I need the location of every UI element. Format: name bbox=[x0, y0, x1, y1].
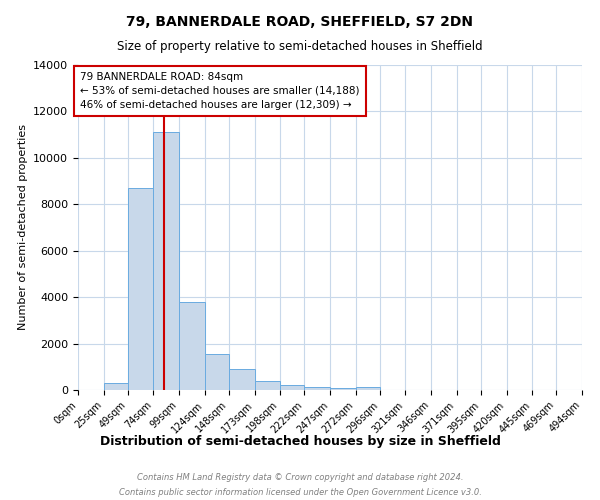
Bar bbox=[254, 380, 280, 390]
Bar bbox=[304, 387, 330, 390]
Y-axis label: Number of semi-detached properties: Number of semi-detached properties bbox=[17, 124, 28, 330]
Bar bbox=[229, 369, 254, 390]
Bar bbox=[128, 188, 154, 390]
Bar bbox=[154, 132, 179, 390]
Text: Contains public sector information licensed under the Open Government Licence v3: Contains public sector information licen… bbox=[119, 488, 481, 497]
Bar bbox=[356, 387, 380, 390]
Bar bbox=[330, 388, 356, 390]
Text: 79 BANNERDALE ROAD: 84sqm
← 53% of semi-detached houses are smaller (14,188)
46%: 79 BANNERDALE ROAD: 84sqm ← 53% of semi-… bbox=[80, 72, 359, 110]
Bar bbox=[280, 386, 304, 390]
Text: Size of property relative to semi-detached houses in Sheffield: Size of property relative to semi-detach… bbox=[117, 40, 483, 53]
Text: Contains HM Land Registry data © Crown copyright and database right 2024.: Contains HM Land Registry data © Crown c… bbox=[137, 473, 463, 482]
Bar bbox=[205, 354, 229, 390]
Text: Distribution of semi-detached houses by size in Sheffield: Distribution of semi-detached houses by … bbox=[100, 435, 500, 448]
Bar bbox=[179, 302, 205, 390]
Bar bbox=[104, 383, 128, 390]
Text: 79, BANNERDALE ROAD, SHEFFIELD, S7 2DN: 79, BANNERDALE ROAD, SHEFFIELD, S7 2DN bbox=[127, 15, 473, 29]
